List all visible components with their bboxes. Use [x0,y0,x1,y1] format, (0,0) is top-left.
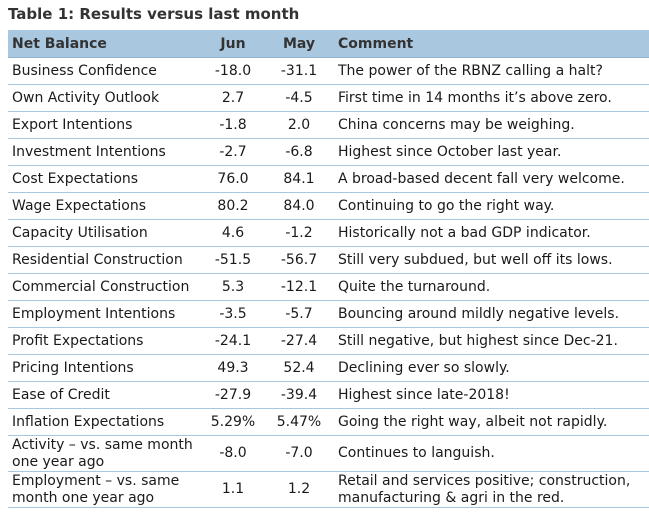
row-may-value: 2.0 [264,111,334,139]
table-row: Export Intentions -1.8 2.0 China concern… [8,111,649,139]
row-jun-value: 2.7 [202,84,264,112]
row-label: Inflation Expectations [8,408,202,436]
row-comment: Quite the turnaround. [334,273,649,301]
row-may-value: -1.2 [264,219,334,247]
row-comment: Historically not a bad GDP indicator. [334,219,649,247]
row-may-value: 1.2 [264,471,334,508]
row-label: Commercial Construction [8,273,202,301]
row-may-value: -56.7 [264,246,334,274]
row-comment: China concerns may be weighing. [334,111,649,139]
row-label: Investment Intentions [8,138,202,166]
row-comment: Going the right way, albeit not rapidly. [334,408,649,436]
row-comment: Bouncing around mildly negative levels. [334,300,649,328]
row-jun-value: -24.1 [202,327,264,355]
table-title: Table 1: Results versus last month [8,5,300,23]
row-jun-value: 80.2 [202,192,264,220]
row-jun-value: 5.29% [202,408,264,436]
row-may-value: 5.47% [264,408,334,436]
header-comment: Comment [334,30,649,58]
row-comment: Still negative, but highest since Dec-21… [334,327,649,355]
table-row: Capacity Utilisation 4.6 -1.2 Historical… [8,219,649,247]
row-may-value: -7.0 [264,435,334,472]
row-may-value: -12.1 [264,273,334,301]
table-row: Own Activity Outlook 2.7 -4.5 First time… [8,84,649,112]
row-label: Residential Construction [8,246,202,274]
row-jun-value: -8.0 [202,435,264,472]
table-header-row: Net Balance Jun May Comment [8,30,649,58]
row-label: Wage Expectations [8,192,202,220]
row-jun-value: 49.3 [202,354,264,382]
row-label: Activity – vs. same month one year ago [8,435,202,472]
row-comment: Continuing to go the right way. [334,192,649,220]
table-row: Investment Intentions -2.7 -6.8 Highest … [8,138,649,166]
row-jun-value: -18.0 [202,57,264,85]
row-comment: Still very subdued, but well off its low… [334,246,649,274]
row-comment: The power of the RBNZ calling a halt? [334,57,649,85]
row-may-value: -4.5 [264,84,334,112]
row-jun-value: -51.5 [202,246,264,274]
header-jun: Jun [202,30,264,58]
row-comment: Highest since October last year. [334,138,649,166]
row-may-value: -39.4 [264,381,334,409]
row-jun-value: -3.5 [202,300,264,328]
row-may-value: 52.4 [264,354,334,382]
table-row: Cost Expectations 76.0 84.1 A broad-base… [8,165,649,193]
header-may: May [264,30,334,58]
row-comment: Continues to languish. [334,435,649,472]
row-label: Employment – vs. same month one year ago [8,471,202,508]
table-row: Profit Expectations -24.1 -27.4 Still ne… [8,327,649,355]
row-label: Pricing Intentions [8,354,202,382]
table-row: Commercial Construction 5.3 -12.1 Quite … [8,273,649,301]
row-may-value: -27.4 [264,327,334,355]
table-row: Activity – vs. same month one year ago -… [8,435,649,472]
table-row: Ease of Credit -27.9 -39.4 Highest since… [8,381,649,409]
row-label: Capacity Utilisation [8,219,202,247]
row-jun-value: 5.3 [202,273,264,301]
table-row: Inflation Expectations 5.29% 5.47% Going… [8,408,649,436]
row-jun-value: 76.0 [202,165,264,193]
row-jun-value: -27.9 [202,381,264,409]
row-jun-value: -2.7 [202,138,264,166]
row-label: Business Confidence [8,57,202,85]
table-row: Wage Expectations 80.2 84.0 Continuing t… [8,192,649,220]
row-comment: Retail and services positive; constructi… [334,471,649,508]
row-may-value: 84.0 [264,192,334,220]
results-table: Net Balance Jun May Comment Business Con… [8,30,649,508]
table-row: Pricing Intentions 49.3 52.4 Declining e… [8,354,649,382]
row-comment: Highest since late-2018! [334,381,649,409]
row-label: Own Activity Outlook [8,84,202,112]
row-label: Export Intentions [8,111,202,139]
table-row: Residential Construction -51.5 -56.7 Sti… [8,246,649,274]
row-may-value: 84.1 [264,165,334,193]
row-label: Cost Expectations [8,165,202,193]
row-label: Profit Expectations [8,327,202,355]
row-may-value: -6.8 [264,138,334,166]
row-comment: First time in 14 months it’s above zero. [334,84,649,112]
row-comment: A broad-based decent fall very welcome. [334,165,649,193]
row-jun-value: 4.6 [202,219,264,247]
table-row: Employment – vs. same month one year ago… [8,471,649,508]
table-row: Employment Intentions -3.5 -5.7 Bouncing… [8,300,649,328]
row-jun-value: -1.8 [202,111,264,139]
row-may-value: -31.1 [264,57,334,85]
row-jun-value: 1.1 [202,471,264,508]
table-row: Business Confidence -18.0 -31.1 The powe… [8,57,649,85]
row-label: Employment Intentions [8,300,202,328]
row-may-value: -5.7 [264,300,334,328]
row-comment: Declining ever so slowly. [334,354,649,382]
row-label: Ease of Credit [8,381,202,409]
header-net-balance: Net Balance [8,30,202,58]
